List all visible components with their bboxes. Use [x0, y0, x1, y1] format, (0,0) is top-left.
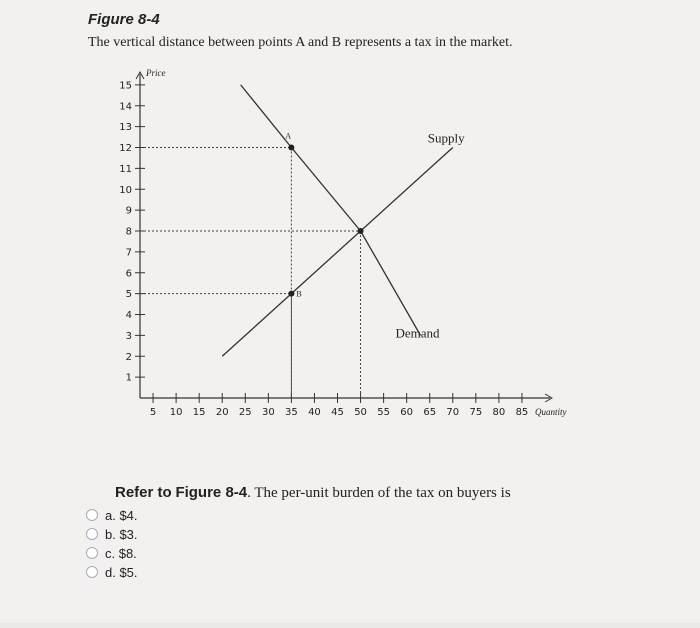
option-label[interactable]: d. $5.	[105, 565, 138, 580]
figure-title: Figure 8-4	[88, 11, 160, 28]
y-tick-label: 4	[126, 310, 132, 321]
x-tick-label: 30	[262, 407, 275, 418]
x-tick-label: 10	[170, 407, 183, 418]
y-tick-label: 6	[126, 268, 132, 279]
x-tick-label: 45	[331, 407, 344, 418]
point-label: B	[296, 290, 301, 299]
x-tick-label: 25	[239, 407, 252, 418]
x-tick-label: 20	[216, 407, 229, 418]
point	[288, 144, 295, 151]
radio-button[interactable]	[86, 547, 98, 559]
x-tick-label: 70	[446, 407, 459, 418]
x-tick-label: 5	[150, 407, 156, 418]
y-tick-label: 7	[126, 247, 132, 258]
series-label: Demand	[396, 325, 441, 340]
x-tick-label: 65	[423, 407, 436, 418]
y-tick-label: 13	[119, 122, 132, 133]
y-tick-label: 12	[119, 143, 132, 154]
y-tick-label: 9	[126, 206, 132, 217]
series-label: Supply	[428, 131, 465, 146]
y-tick-label: 3	[126, 331, 132, 342]
option-label[interactable]: a. $4.	[105, 508, 138, 523]
x-axis-label: Quantity	[535, 407, 567, 417]
y-axis-label: Price	[145, 68, 166, 78]
option-label[interactable]: c. $8.	[105, 546, 137, 561]
y-tick-label: 14	[119, 101, 132, 112]
options: a. $4. b. $3. c. $8. d. $5.	[86, 508, 138, 580]
y-tick-label: 11	[119, 164, 132, 175]
y-tick-label: 8	[126, 227, 132, 238]
question-prefix: Refer to	[115, 484, 172, 501]
radio-button[interactable]	[86, 528, 98, 540]
y-tick-label: 10	[119, 185, 132, 196]
radio-button[interactable]	[86, 509, 98, 521]
x-tick-label: 75	[469, 407, 482, 418]
y-tick-label: 15	[119, 80, 132, 91]
y-arrow	[135, 70, 145, 80]
point-label: A	[285, 132, 291, 141]
y-tick-label: 2	[126, 352, 132, 363]
option-label[interactable]: b. $3.	[105, 527, 138, 542]
x-tick-label: 15	[193, 407, 206, 418]
series-line	[221, 147, 454, 357]
question: Refer to Figure 8-4. The per-unit burden…	[115, 484, 511, 501]
x-tick-label: 85	[516, 407, 529, 418]
x-arrow	[544, 393, 554, 403]
question-text: . The per-unit burden of the tax on buye…	[247, 485, 511, 501]
radio-button[interactable]	[86, 566, 98, 578]
x-tick-label: 60	[400, 407, 413, 418]
figure-subtitle: The vertical distance between points A a…	[88, 35, 513, 50]
x-tick-label: 40	[308, 407, 321, 418]
series-line	[240, 84, 422, 336]
x-tick-label: 55	[377, 407, 390, 418]
point	[288, 290, 295, 297]
point	[357, 228, 364, 234]
x-tick-label: 35	[285, 407, 298, 418]
x-tick-label: 50	[354, 407, 367, 418]
x-tick-label: 80	[493, 407, 506, 418]
question-figure: Figure 8-4	[175, 484, 247, 501]
y-tick-label: 5	[126, 289, 132, 300]
y-tick-label: 1	[126, 373, 132, 384]
